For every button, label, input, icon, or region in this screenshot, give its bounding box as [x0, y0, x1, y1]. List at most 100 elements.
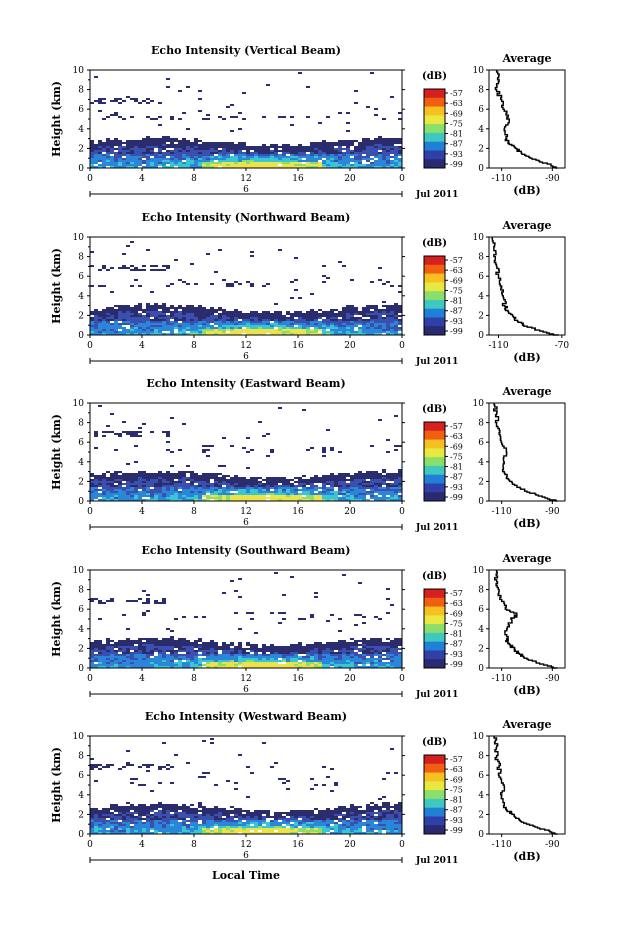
heatmap-cell [274, 495, 278, 497]
heatmap-cell [190, 333, 194, 335]
heatmap-cell [274, 162, 278, 164]
heatmap-cell [142, 146, 146, 148]
heatmap-cell [242, 160, 246, 162]
heatmap-cell [182, 162, 186, 164]
heatmap-cell [398, 483, 402, 485]
heatmap-cell [182, 499, 186, 501]
heatmap-cell [238, 156, 242, 158]
heatmap-cell [322, 323, 326, 325]
heatmap-cell [186, 142, 190, 144]
heatmap-cell [294, 477, 298, 479]
heatmap-cell [134, 600, 138, 602]
heatmap-cell [90, 656, 94, 658]
heatmap-cell [374, 309, 378, 311]
heatmap-cell [374, 152, 378, 154]
heatmap-cell [130, 822, 134, 824]
average-y-tick-label: 2 [478, 644, 484, 654]
heatmap-cell [258, 666, 262, 668]
heatmap-cell [274, 493, 278, 495]
average-y-tick-label: 8 [478, 253, 484, 263]
heatmap-cell [278, 652, 282, 654]
heatmap-cell [362, 166, 366, 168]
heatmap-cell [166, 265, 170, 267]
heatmap-cell [338, 477, 342, 479]
heatmap-cell [398, 654, 402, 656]
heatmap-cell [98, 764, 102, 766]
heatmap-cell [294, 164, 298, 166]
heatmap-cell [334, 158, 338, 160]
heatmap-cell [314, 495, 318, 497]
heatmap-cell [150, 309, 154, 311]
heatmap-cell [198, 481, 202, 483]
heatmap-cell [106, 269, 110, 271]
heatmap-cell [318, 493, 322, 495]
heatmap-cell [250, 331, 254, 333]
heatmap-cell [278, 487, 282, 489]
heatmap-cell [330, 473, 334, 475]
x-tick-label: 4 [139, 674, 145, 684]
heatmap-cell [130, 499, 134, 501]
heatmap-cell [394, 648, 398, 650]
heatmap-cell [362, 638, 366, 640]
heatmap-cell [326, 166, 330, 168]
heatmap-cell [362, 660, 366, 662]
heatmap-cell [362, 648, 366, 650]
heatmap-cell [306, 154, 310, 156]
heatmap-cell [106, 154, 110, 156]
y-tick-label: 8 [78, 419, 84, 429]
heatmap-cell [194, 315, 198, 317]
heatmap-cell [294, 146, 298, 148]
heatmap-cell [118, 331, 122, 333]
heatmap-cell [390, 162, 394, 164]
heatmap-cell [354, 654, 358, 656]
heatmap-cell [126, 321, 130, 323]
heatmap-cell [366, 309, 370, 311]
heatmap-cell [170, 142, 174, 144]
heatmap-cell [210, 445, 214, 447]
colorbar-segment [424, 282, 445, 292]
heatmap-cell [254, 321, 258, 323]
heatmap-cell [194, 493, 198, 495]
heatmap-cell [106, 820, 110, 822]
heatmap-cell [118, 662, 122, 664]
heatmap-cell [246, 164, 250, 166]
heatmap-cell [286, 491, 290, 493]
heatmap-cell [350, 317, 354, 319]
heatmap-cell [126, 311, 130, 313]
heatmap-cell [106, 138, 110, 140]
heatmap-cell [122, 148, 126, 150]
heatmap-cell [374, 138, 378, 140]
heatmap-cell [178, 662, 182, 664]
heatmap-cell [382, 118, 386, 120]
heatmap-cell [126, 433, 130, 435]
heatmap-cell [206, 666, 210, 668]
average-title: Average [501, 52, 551, 65]
heatmap-cell [274, 158, 278, 160]
heatmap-cell [118, 810, 122, 812]
colorbar-segment [424, 589, 445, 599]
x-tick-label: 0 [399, 341, 405, 351]
heatmap-cell [138, 307, 142, 309]
heatmap-cell [314, 319, 318, 321]
heatmap-cell [130, 828, 134, 830]
heatmap-cell [238, 485, 242, 487]
heatmap-cell [130, 140, 134, 142]
heatmap-cell [354, 156, 358, 158]
heatmap-cell [94, 664, 98, 666]
heatmap-cell [390, 140, 394, 142]
heatmap-cell [290, 489, 294, 491]
heatmap-cell [258, 150, 262, 152]
heatmap-cell [126, 644, 130, 646]
heatmap-cell [278, 664, 282, 666]
heatmap-cell [110, 323, 114, 325]
heatmap-cell [158, 650, 162, 652]
heatmap-cell [362, 309, 366, 311]
heatmap-cell [238, 658, 242, 660]
heatmap-cell [142, 818, 146, 820]
heatmap-cell [114, 642, 118, 644]
heatmap-cell [218, 499, 222, 501]
heatmap-cell [346, 652, 350, 654]
heatmap-cell [338, 321, 342, 323]
heatmap-cell [198, 654, 202, 656]
heatmap-cell [358, 333, 362, 335]
